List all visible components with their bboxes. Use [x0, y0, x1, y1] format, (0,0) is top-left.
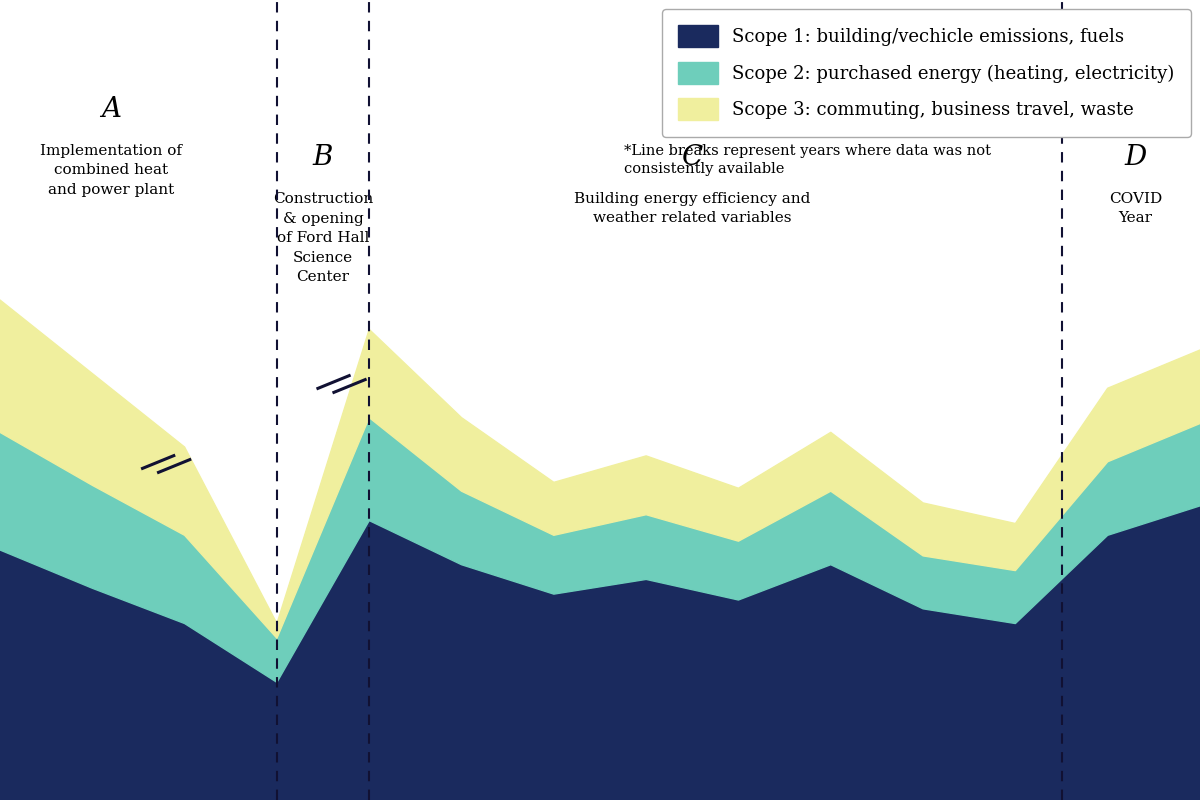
Text: C: C [682, 144, 703, 171]
Text: COVID
Year: COVID Year [1109, 192, 1162, 226]
Text: A: A [101, 96, 121, 123]
Text: B: B [313, 144, 334, 171]
Text: Building energy efficiency and
weather related variables: Building energy efficiency and weather r… [574, 192, 810, 226]
Text: *Line breaks represent years where data was not
consistently available: *Line breaks represent years where data … [624, 144, 991, 176]
Text: D: D [1124, 144, 1146, 171]
Legend: Scope 1: building/vechicle emissions, fuels, Scope 2: purchased energy (heating,: Scope 1: building/vechicle emissions, fu… [662, 9, 1190, 137]
Text: Implementation of
combined heat
and power plant: Implementation of combined heat and powe… [40, 144, 181, 197]
Text: Construction
& opening
of Ford Hall
Science
Center: Construction & opening of Ford Hall Scie… [272, 192, 373, 284]
